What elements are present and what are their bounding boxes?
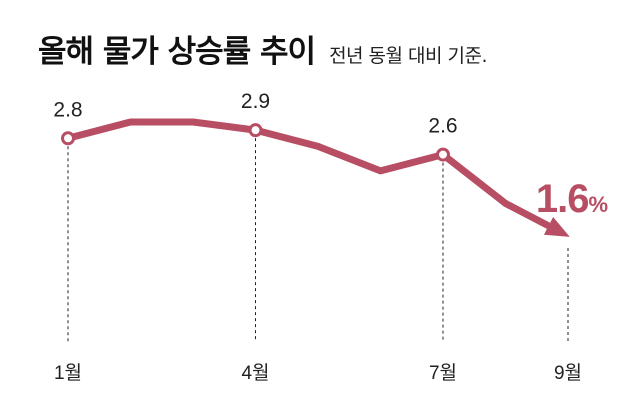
data-points xyxy=(61,123,450,162)
title-row: 올해 물가 상승률 추이 전년 동월 대비 기준. xyxy=(38,26,488,71)
series-arrow-segment xyxy=(502,199,570,237)
series-line xyxy=(64,118,509,207)
data-point-4 xyxy=(248,123,263,138)
x-tick-label-4: 4월 xyxy=(241,362,269,384)
highlight-unit: % xyxy=(588,192,608,217)
x-tick-label-9: 9월 xyxy=(554,362,582,384)
data-point-1 xyxy=(61,131,75,146)
chart-subtitle: 전년 동월 대비 기준. xyxy=(329,45,488,67)
data-point-7 xyxy=(436,147,450,162)
x-tick-label-1: 1월 xyxy=(54,362,82,384)
data-label-7: 2.6 xyxy=(428,115,457,138)
x-axis-ticks: 1월 4월 7월 9월 xyxy=(54,362,582,384)
data-label-1: 2.8 xyxy=(53,98,82,121)
data-labels: 2.8 2.9 2.6 xyxy=(53,90,457,137)
chart-title: 올해 물가 상승률 추이 xyxy=(38,34,316,70)
highlight-number: 1.6 xyxy=(536,177,589,221)
data-label-4: 2.9 xyxy=(241,90,270,113)
x-tick-label-7: 7월 xyxy=(429,362,457,384)
highlight-value: 1.6% xyxy=(536,177,608,221)
highlight-group: 1.6% xyxy=(536,177,608,221)
guide-lines xyxy=(67,138,569,342)
series-line-group xyxy=(64,118,570,237)
